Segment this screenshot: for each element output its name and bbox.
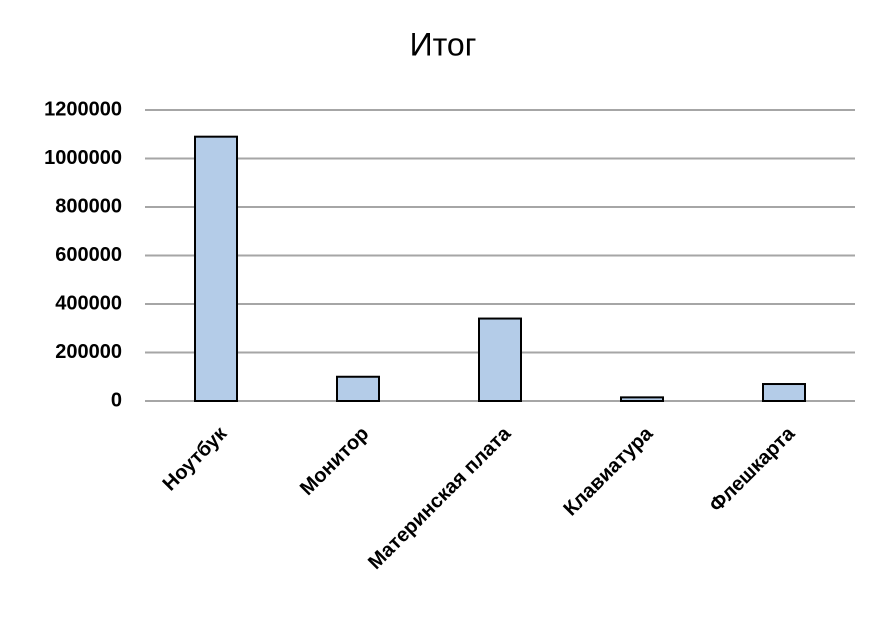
bar	[620, 396, 664, 402]
bar	[478, 317, 522, 402]
bar	[762, 383, 806, 402]
x-tick-label: Флешкарта	[705, 422, 800, 517]
y-tick-label: 800000	[55, 195, 122, 217]
bar	[336, 375, 380, 402]
bar	[194, 135, 238, 403]
y-tick-label: 200000	[55, 341, 122, 363]
y-tick-label: 400000	[55, 292, 122, 314]
x-tick-label: Материнская плата	[364, 422, 516, 574]
x-tick-label: Монитор	[296, 423, 373, 500]
y-tick-label: 1000000	[44, 147, 122, 169]
y-tick-label: 0	[111, 389, 122, 411]
y-tick-label: 1200000	[44, 98, 122, 120]
chart-title: Итог	[410, 26, 477, 62]
y-tick-label: 600000	[55, 244, 122, 266]
x-tick-label: Ноутбук	[159, 422, 232, 495]
x-tick-label: Клавиатура	[560, 422, 658, 520]
